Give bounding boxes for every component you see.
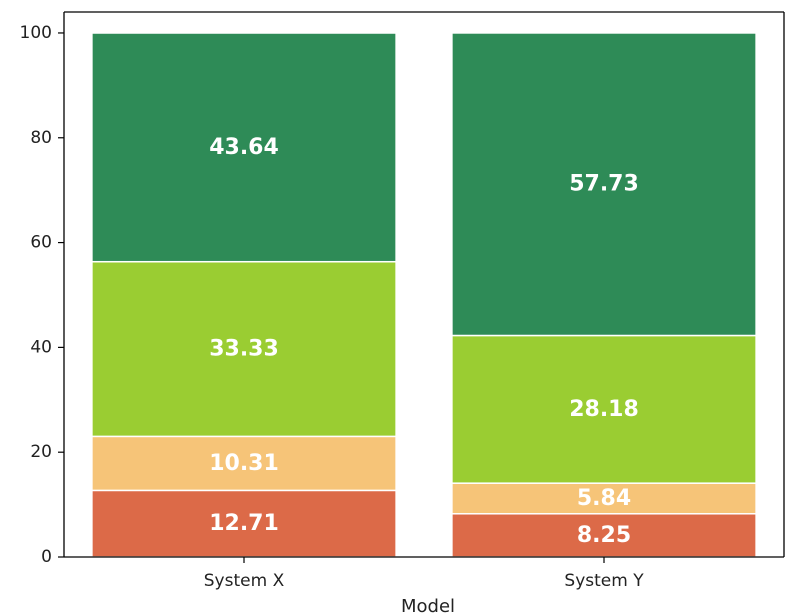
bar-segment <box>91 32 397 263</box>
bar-segment <box>451 32 757 337</box>
x-tick-label: System Y <box>564 571 644 591</box>
x-tick-label: System X <box>204 571 285 591</box>
bar-segment <box>91 260 397 438</box>
bar-segment <box>91 489 397 558</box>
data-label: 12.71 <box>209 511 279 536</box>
y-tick-label: 40 <box>30 337 52 357</box>
bar-segment <box>451 334 757 484</box>
y-tick-label: 0 <box>41 547 52 567</box>
data-label: 5.84 <box>577 486 631 511</box>
x-axis-ticks: System X System Y <box>204 557 644 591</box>
data-label: 57.73 <box>569 172 639 197</box>
y-axis-ticks: 0 20 40 60 80 100 <box>20 23 64 567</box>
data-label: 43.64 <box>209 135 279 160</box>
data-label: 33.33 <box>209 337 279 362</box>
x-axis-label: Model <box>401 596 455 616</box>
y-tick-label: 80 <box>30 128 52 148</box>
bar-segment <box>451 482 757 515</box>
data-label: 10.31 <box>209 451 279 476</box>
y-tick-label: 20 <box>30 442 52 462</box>
data-label: 28.18 <box>569 397 639 422</box>
bars-group <box>91 32 757 558</box>
y-tick-label: 100 <box>20 23 52 43</box>
data-labels-group: 12.71 10.31 33.33 43.64 8.25 5.84 28.18 57.73 <box>209 135 639 548</box>
y-tick-label: 60 <box>30 233 52 253</box>
data-label: 8.25 <box>577 523 631 548</box>
